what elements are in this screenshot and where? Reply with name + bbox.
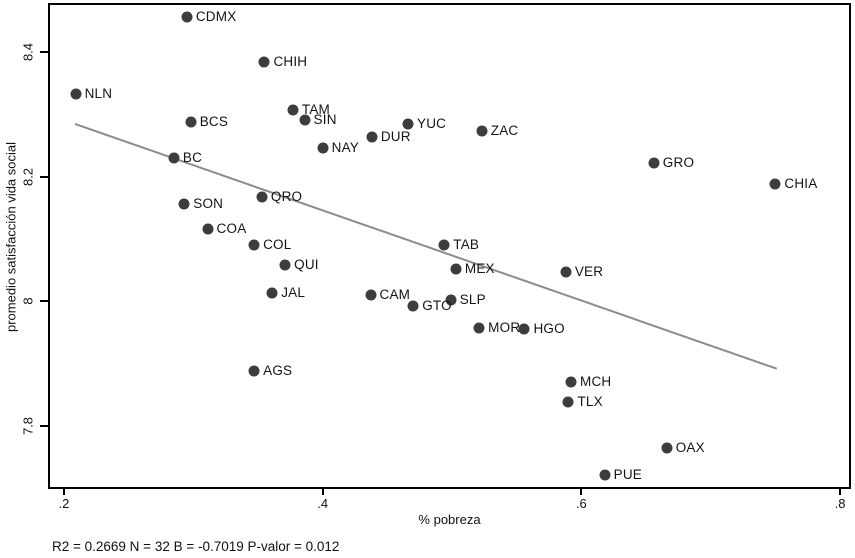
data-point-jal xyxy=(266,287,278,299)
y-tick-label-7.8: 7.8 xyxy=(20,416,36,436)
data-point-slp xyxy=(445,294,457,306)
point-label-chia: CHIA xyxy=(784,175,818,191)
data-point-mch xyxy=(565,376,577,388)
y-tick-8.2 xyxy=(40,175,48,178)
data-point-col xyxy=(248,239,260,251)
point-label-nln: NLN xyxy=(84,86,113,102)
point-label-cdmx: CDMX xyxy=(195,9,237,25)
point-label-gro: GRO xyxy=(662,154,695,170)
plot-area: CDMX CHIH NLN TAM SIN BCS YUC ZAC DUR NAY BC GRO CHI… xyxy=(21,3,851,511)
y-tick-label-8.2: 8.2 xyxy=(20,167,36,186)
data-point-oax xyxy=(661,442,673,454)
data-point-mex xyxy=(450,263,462,275)
regression-line xyxy=(75,124,777,369)
point-label-tab: TAB xyxy=(453,236,480,252)
y-tick-8.4 xyxy=(40,51,48,54)
data-point-ags xyxy=(248,365,260,377)
data-point-nay xyxy=(317,142,329,154)
point-label-mor: MOR xyxy=(488,320,521,336)
point-label-oax: OAX xyxy=(675,439,705,455)
point-label-son: SON xyxy=(193,195,224,211)
data-point-chia xyxy=(769,178,781,190)
data-point-tlx xyxy=(562,396,574,408)
point-label-ags: AGS xyxy=(263,362,293,378)
point-label-tlx: TLX xyxy=(577,394,603,410)
data-point-tab xyxy=(438,239,450,251)
data-point-hgo xyxy=(518,323,530,335)
data-point-gto xyxy=(407,300,419,312)
data-point-mor xyxy=(473,322,485,334)
data-point-qro xyxy=(256,191,268,203)
data-point-ver xyxy=(560,266,572,278)
point-label-tam: TAM xyxy=(301,102,331,118)
data-point-zac xyxy=(476,125,488,137)
y-tick-8 xyxy=(40,300,48,303)
x-tick-.6 xyxy=(580,487,583,495)
data-point-coa xyxy=(202,223,214,235)
x-tick-.2 xyxy=(62,487,65,495)
x-tick-label-.2: .2 xyxy=(58,496,70,511)
point-label-qro: QRO xyxy=(270,189,303,205)
data-point-bcs xyxy=(185,116,197,128)
point-label-bcs: BCS xyxy=(199,114,229,130)
point-label-coa: COA xyxy=(216,220,247,236)
point-label-jal: JAL xyxy=(281,284,306,300)
point-label-mch: MCH xyxy=(580,373,612,389)
point-label-sin: SIN xyxy=(313,112,337,128)
x-tick-label-.6: .6 xyxy=(575,496,587,511)
data-point-qui xyxy=(279,259,291,271)
y-axis-title: promedio satisfacción vida social xyxy=(3,141,19,333)
point-label-yuc: YUC xyxy=(417,116,447,132)
point-label-bc: BC xyxy=(182,150,203,166)
data-point-sin xyxy=(299,114,311,126)
x-tick-label-.4: .4 xyxy=(317,496,329,511)
x-axis-title: % pobreza xyxy=(418,512,481,527)
x-tick-label-.8: .8 xyxy=(834,496,846,511)
data-point-cdmx xyxy=(181,11,193,23)
data-point-chih xyxy=(258,56,270,68)
data-point-bc xyxy=(168,152,180,164)
x-tick-.8 xyxy=(839,487,842,495)
point-label-qui: QUI xyxy=(294,256,319,272)
y-tick-label-8: 8 xyxy=(20,297,36,306)
point-label-pue: PUE xyxy=(613,467,643,483)
data-point-nln xyxy=(70,88,82,100)
point-label-ver: VER xyxy=(574,263,604,279)
y-tick-label-8.4: 8.4 xyxy=(20,43,36,62)
data-point-dur xyxy=(366,131,378,143)
data-point-tam xyxy=(287,104,299,116)
point-label-chih: CHIH xyxy=(273,54,308,70)
y-tick-7.8 xyxy=(40,424,48,427)
data-point-cam xyxy=(365,289,377,301)
point-label-dur: DUR xyxy=(380,129,411,145)
point-label-slp: SLP xyxy=(459,292,486,308)
data-point-yuc xyxy=(402,118,414,130)
point-label-mex: MEX xyxy=(464,261,495,277)
point-label-gto: GTO xyxy=(422,298,452,314)
data-point-gro xyxy=(648,157,660,169)
point-label-nay: NAY xyxy=(331,139,360,155)
point-label-zac: ZAC xyxy=(490,123,519,139)
x-tick-.4 xyxy=(321,487,324,495)
data-point-pue xyxy=(599,469,611,481)
stats-note: R2 = 0.2669 N = 32 B = -0.7019 P-valor =… xyxy=(52,539,340,554)
point-label-col: COL xyxy=(263,237,292,253)
point-label-cam: CAM xyxy=(379,286,411,302)
point-label-hgo: HGO xyxy=(533,321,565,337)
regression-line-layer xyxy=(50,5,849,487)
data-point-son xyxy=(178,198,190,210)
